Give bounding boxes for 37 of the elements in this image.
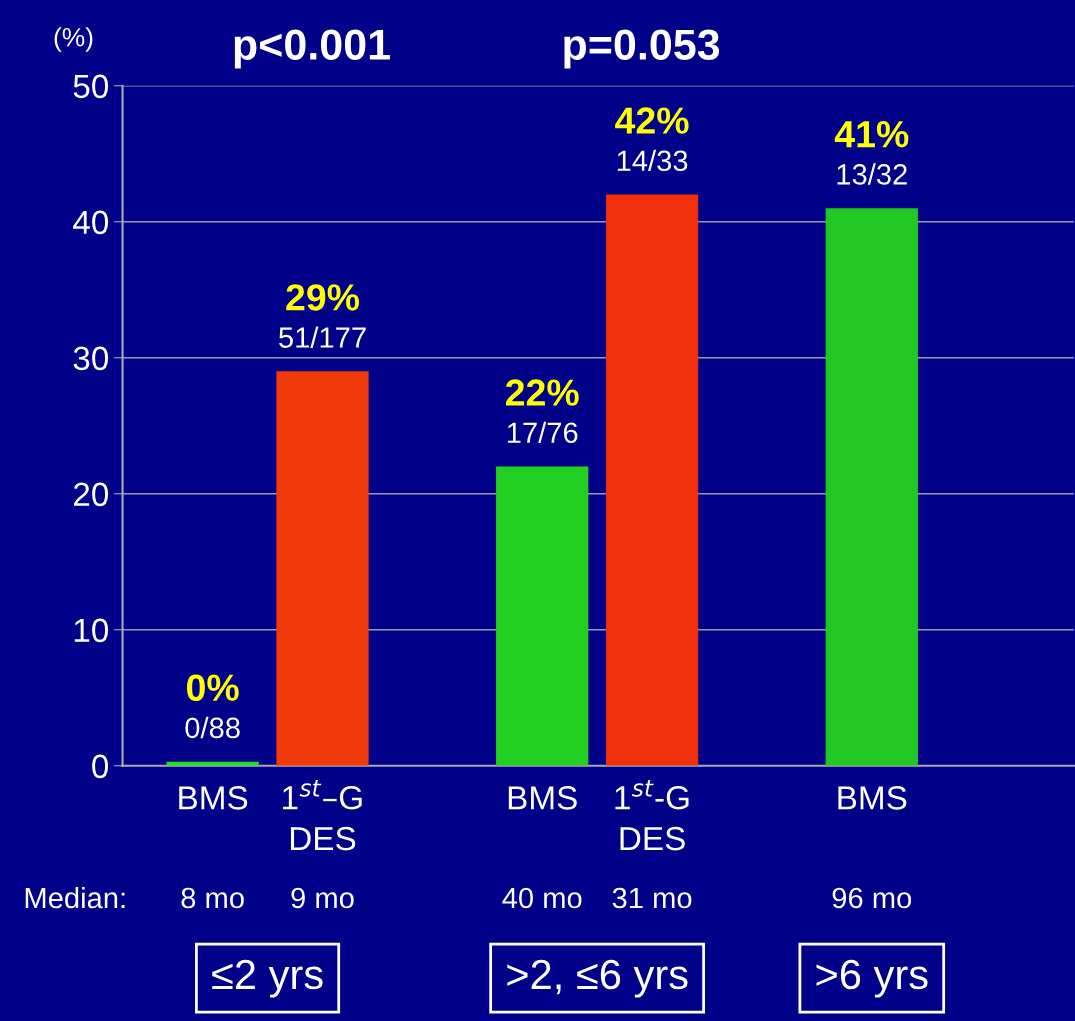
text: 8 mo xyxy=(181,887,244,909)
text: >2, ≤6 yrs xyxy=(507,959,688,998)
y-tick-label: 0 xyxy=(92,754,109,779)
text: Median: xyxy=(25,886,125,909)
text: 9 mo xyxy=(291,887,354,909)
y-tick-label: 30 xyxy=(73,346,109,371)
x-tick-label: BMS xyxy=(179,786,248,810)
x-tick-label: BMS xyxy=(838,786,907,810)
y-tick-label: 50 xyxy=(73,74,109,99)
annotation: 17/76 xyxy=(507,421,578,444)
annotation: 14/33 xyxy=(617,149,688,172)
x-tick-label: 1$^{st}$-G DES xyxy=(615,780,689,851)
text: p<0.001 xyxy=(234,29,390,69)
bar xyxy=(825,208,918,766)
data-label: 0% xyxy=(187,674,239,702)
data-label: 41% xyxy=(834,121,909,148)
bar xyxy=(496,466,589,766)
annotation: 0/88 xyxy=(185,716,240,739)
annotation: 13/32 xyxy=(837,163,907,185)
text: 31 mo xyxy=(612,887,692,909)
y-tick-label: 20 xyxy=(73,482,109,507)
data-label: 22% xyxy=(505,379,579,406)
text: 96 mo xyxy=(832,887,912,909)
text: ≤2 yrs xyxy=(212,959,323,998)
bar xyxy=(276,371,369,766)
bar xyxy=(605,194,699,766)
data-label: 42% xyxy=(615,107,689,134)
y-tick-label: 10 xyxy=(74,618,109,643)
x-tick-label: BMS xyxy=(508,786,577,810)
y-tick-label: 40 xyxy=(73,210,109,235)
x-tick-label: 1$^{st}$–G DES xyxy=(283,780,362,851)
text: p=0.053 xyxy=(564,29,720,69)
data-label: 29% xyxy=(286,284,360,311)
annotation: 51/177 xyxy=(279,326,366,348)
text: >6 yrs xyxy=(816,959,928,998)
text: 40 mo xyxy=(502,887,582,909)
y-axis-title: (%) xyxy=(54,27,93,52)
